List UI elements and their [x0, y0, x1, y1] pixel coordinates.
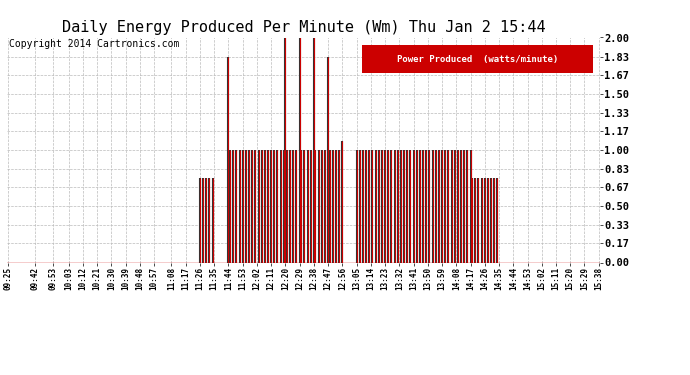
Title: Daily Energy Produced Per Minute (Wm) Thu Jan 2 15:44: Daily Energy Produced Per Minute (Wm) Th… — [62, 20, 545, 35]
Text: Power Produced  (watts/minute): Power Produced (watts/minute) — [397, 55, 558, 63]
Text: Copyright 2014 Cartronics.com: Copyright 2014 Cartronics.com — [9, 39, 179, 50]
